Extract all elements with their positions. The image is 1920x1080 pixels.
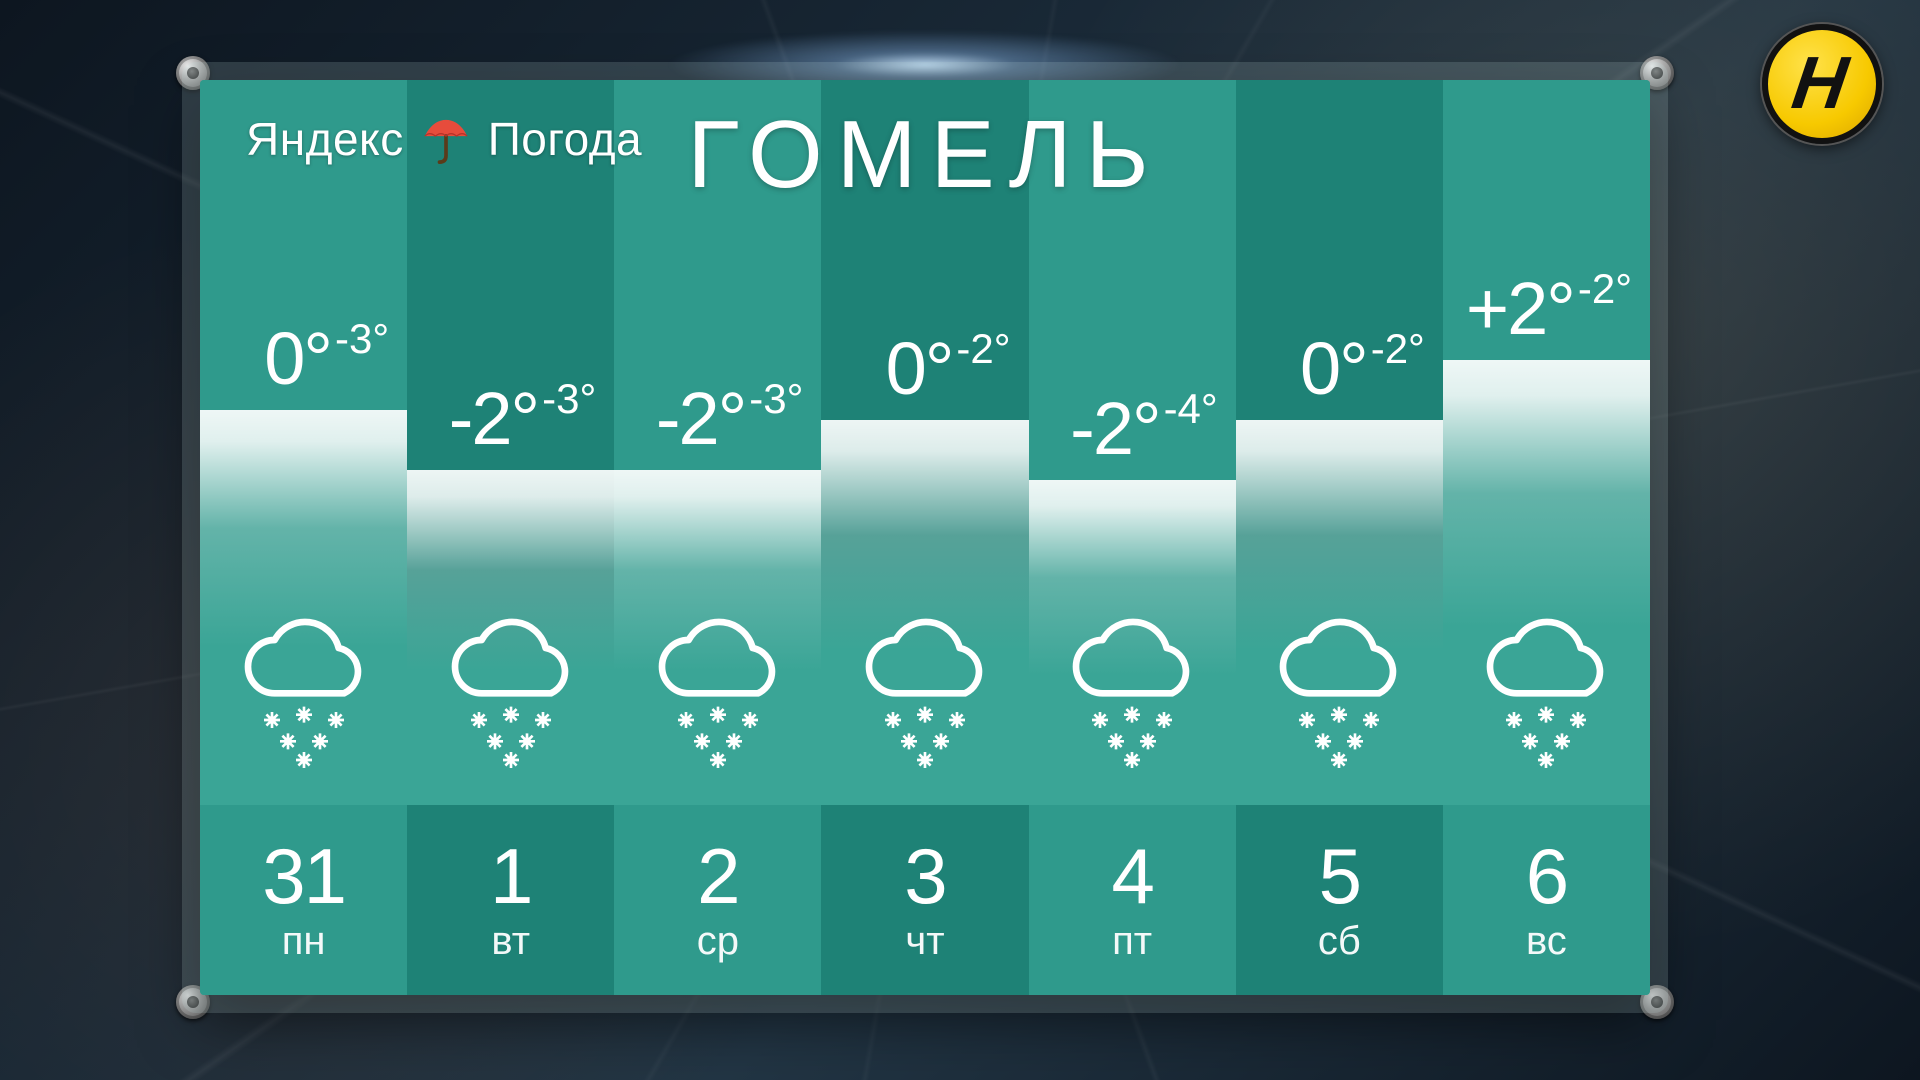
day-column: -2° -4° 4 пт — [1029, 80, 1236, 995]
temperatures: 0° -2° — [886, 332, 1011, 406]
day-mid — [614, 470, 821, 805]
weather-panel-wrap: Яндекс Погода ГОМЕЛЬ 0° -3° — [180, 60, 1670, 1015]
date-number: 3 — [821, 837, 1028, 915]
temp-high: 0° — [1300, 332, 1367, 406]
temperatures: -2° -3° — [449, 382, 597, 456]
day-of-week: ср — [614, 919, 821, 964]
channel-logo: Н — [1762, 24, 1882, 144]
temp-high: 0° — [886, 332, 953, 406]
snow-icon — [224, 616, 384, 781]
day-mid — [1236, 420, 1443, 805]
day-column: 0° -3° 31 пн — [200, 80, 407, 995]
snow-icon — [845, 616, 1005, 781]
day-mid — [821, 420, 1028, 805]
temp-low: -4° — [1164, 388, 1218, 430]
day-bottom: 4 пт — [1029, 805, 1236, 995]
temp-low: -2° — [1578, 268, 1632, 310]
date-number: 2 — [614, 837, 821, 915]
temperatures: 0° -2° — [1300, 332, 1425, 406]
date-number: 6 — [1443, 837, 1650, 915]
temp-low: -3° — [335, 318, 389, 360]
day-of-week: вс — [1443, 919, 1650, 964]
temp-high: 0° — [264, 322, 331, 396]
temp-low: -2° — [956, 328, 1010, 370]
day-column: 0° -2° 3 чт — [821, 80, 1028, 995]
day-bottom: 2 ср — [614, 805, 821, 995]
day-top: -2° -3° — [407, 80, 614, 470]
snow-icon — [431, 616, 591, 781]
temp-high: -2° — [656, 382, 745, 456]
snow-icon — [1052, 616, 1212, 781]
date-number: 31 — [200, 837, 407, 915]
day-top: 0° -3° — [200, 80, 407, 410]
temp-high: -2° — [1070, 392, 1159, 466]
temp-low: -2° — [1371, 328, 1425, 370]
channel-logo-letter: Н — [1788, 40, 1853, 125]
temp-low: -3° — [749, 378, 803, 420]
day-top: 0° -2° — [1236, 80, 1443, 420]
temperatures: -2° -4° — [1070, 392, 1218, 466]
day-mid — [1443, 360, 1650, 805]
day-bottom: 6 вс — [1443, 805, 1650, 995]
day-column: -2° -3° 1 вт — [407, 80, 614, 995]
day-bottom: 1 вт — [407, 805, 614, 995]
day-column: -2° -3° 2 ср — [614, 80, 821, 995]
day-of-week: сб — [1236, 919, 1443, 964]
temp-high: -2° — [449, 382, 538, 456]
temperatures: 0° -3° — [264, 322, 389, 396]
day-top: -2° -4° — [1029, 80, 1236, 480]
temp-low: -3° — [542, 378, 596, 420]
day-top: -2° -3° — [614, 80, 821, 470]
day-mid — [407, 470, 614, 805]
day-top: 0° -2° — [821, 80, 1028, 420]
date-number: 1 — [407, 837, 614, 915]
day-mid — [1029, 480, 1236, 805]
day-top: +2° -2° — [1443, 80, 1650, 360]
day-of-week: вт — [407, 919, 614, 964]
temperatures: +2° -2° — [1466, 272, 1632, 346]
day-of-week: чт — [821, 919, 1028, 964]
date-number: 4 — [1029, 837, 1236, 915]
day-mid — [200, 410, 407, 805]
temp-high: +2° — [1466, 272, 1574, 346]
day-of-week: пт — [1029, 919, 1236, 964]
day-of-week: пн — [200, 919, 407, 964]
day-bottom: 31 пн — [200, 805, 407, 995]
snow-icon — [1466, 616, 1626, 781]
snow-icon — [638, 616, 798, 781]
day-bottom: 3 чт — [821, 805, 1028, 995]
day-column: 0° -2° 5 сб — [1236, 80, 1443, 995]
weather-panel: Яндекс Погода ГОМЕЛЬ 0° -3° — [200, 80, 1650, 995]
snow-icon — [1259, 616, 1419, 781]
temperatures: -2° -3° — [656, 382, 804, 456]
day-bottom: 5 сб — [1236, 805, 1443, 995]
day-column: +2° -2° 6 вс — [1443, 80, 1650, 995]
date-number: 5 — [1236, 837, 1443, 915]
